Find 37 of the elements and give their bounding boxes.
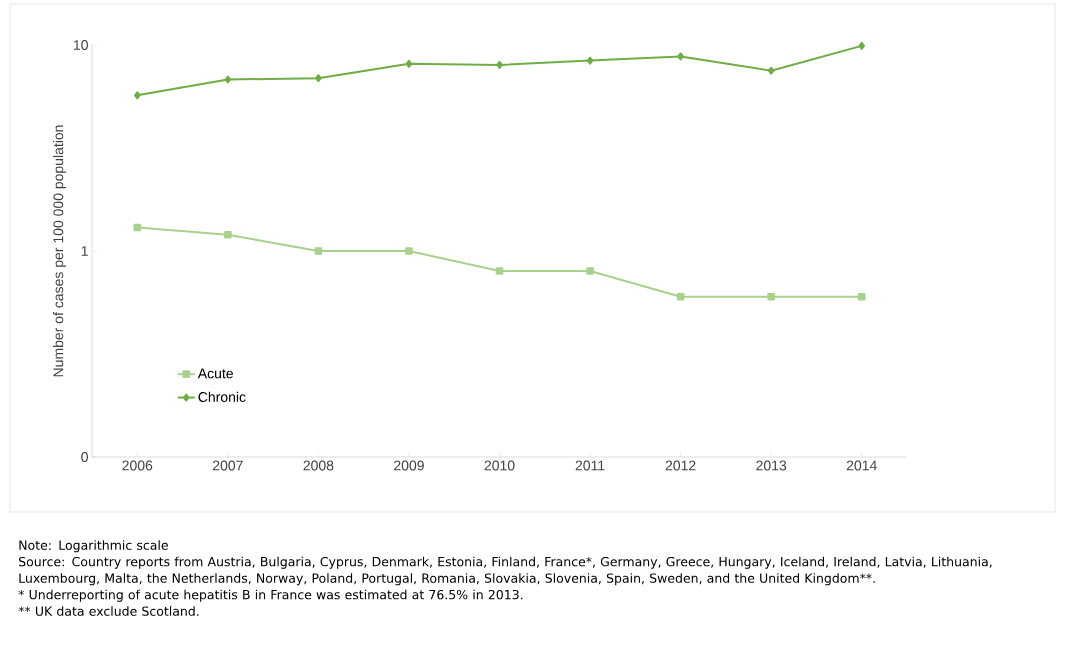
y-tick-label: 1: [81, 246, 88, 256]
point: [224, 75, 232, 84]
point: [134, 91, 141, 100]
point: [405, 247, 413, 255]
point: [677, 52, 684, 61]
x-tick-label: 2014: [846, 460, 877, 471]
y-tick-label: 10: [73, 40, 88, 50]
x-tick-label: 2007: [212, 460, 243, 471]
point: [314, 247, 323, 255]
point: [586, 267, 594, 275]
point: [224, 230, 232, 239]
x-tick-label: 2012: [665, 460, 696, 471]
text: * Underreporting of acute hepatitis B in France was estimated at 76.5% in 2013.: [18, 589, 523, 602]
x-tick-label: 2008: [303, 460, 334, 471]
point: [858, 41, 865, 50]
legend-label: Acute: [197, 368, 233, 379]
x-tick-label: 2009: [394, 460, 424, 471]
source-note: Source: Country reports from Austria, Bulgaria, Cyprus, Denmark, Estonia, Finland, France*, Germany, Greece, Hungary, Iceland, Ireland, Latvia, Lithuania, Luxembourg, Malta, the Netherlands, Norway, Poland, Portugal, Romania, Slovakia, Slovenia, Spain, Sweden, and the United Kingdom**.: [19, 556, 992, 586]
y-axis-title: Number of cases per 100 000 population: [52, 125, 67, 377]
x-tick-label: 2010: [484, 460, 515, 471]
point: [405, 59, 413, 68]
point: [496, 60, 503, 69]
x-tick-label: 2006: [122, 460, 153, 471]
point: [857, 292, 866, 301]
text: Note: Logarithmic scale: [19, 540, 168, 553]
point: [315, 74, 322, 83]
point: [767, 292, 775, 301]
x-tick-label: 2011: [575, 460, 605, 471]
y-tick-label: 0: [81, 452, 88, 462]
x-tick-label: 2013: [756, 460, 787, 471]
text: ** UK data exclude Scotland.: [18, 606, 199, 616]
point: [586, 56, 594, 65]
point: [767, 66, 775, 75]
legend-label: Chronic: [198, 391, 246, 402]
point: [133, 223, 142, 232]
point: [495, 267, 504, 275]
point: [676, 292, 685, 301]
